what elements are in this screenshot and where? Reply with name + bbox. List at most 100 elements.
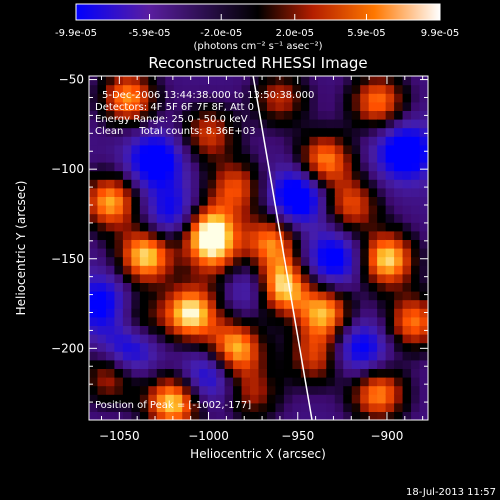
heatmap-cell bbox=[241, 342, 251, 352]
heatmap-cell bbox=[241, 299, 251, 309]
heatmap-cell bbox=[360, 342, 370, 352]
heatmap-cell bbox=[224, 359, 234, 369]
heatmap-cell bbox=[292, 359, 302, 369]
heatmap-cell bbox=[131, 377, 141, 387]
heatmap-cell bbox=[326, 308, 336, 318]
heatmap-cell bbox=[139, 265, 149, 275]
heatmap-cell bbox=[199, 402, 209, 412]
heatmap-cell bbox=[266, 308, 277, 318]
heatmap-cell bbox=[250, 187, 260, 197]
heatmap-cell bbox=[300, 127, 310, 137]
heatmap-cell bbox=[377, 368, 387, 378]
heatmap-cell bbox=[368, 136, 378, 146]
heatmap-cell bbox=[309, 170, 319, 180]
heatmap-cell bbox=[394, 291, 404, 301]
heatmap-cell bbox=[148, 334, 158, 344]
heatmap-cell bbox=[241, 136, 251, 146]
heatmap-cell bbox=[326, 213, 336, 223]
heatmap-cell bbox=[411, 342, 421, 352]
heatmap-cell bbox=[419, 101, 428, 111]
heatmap-cell bbox=[216, 411, 226, 420]
heatmap-cell bbox=[292, 402, 302, 412]
heatmap-cell bbox=[148, 351, 158, 361]
heatmap-cell bbox=[139, 170, 149, 180]
heatmap-cell bbox=[266, 368, 277, 378]
heatmap-cell bbox=[139, 308, 149, 318]
heatmap-cell bbox=[89, 136, 99, 146]
heatmap-cell bbox=[122, 205, 132, 215]
heatmap-cell bbox=[394, 359, 404, 369]
heatmap-cell bbox=[173, 368, 183, 378]
heatmap-cell bbox=[199, 110, 209, 120]
heatmap-cell bbox=[266, 291, 277, 301]
heatmap-cell bbox=[385, 222, 395, 232]
heatmap-cell bbox=[309, 84, 319, 94]
heatmap-cell bbox=[105, 368, 116, 378]
heatmap-cell bbox=[411, 230, 421, 240]
heatmap-cell bbox=[139, 273, 149, 283]
heatmap-cell bbox=[190, 196, 200, 206]
heatmap-cell bbox=[216, 119, 226, 129]
heatmap-cell bbox=[343, 187, 353, 197]
heatmap-cell bbox=[97, 93, 107, 103]
heatmap-cell bbox=[309, 368, 319, 378]
heatmap-cell bbox=[258, 377, 268, 387]
heatmap-cell bbox=[343, 402, 353, 412]
heatmap-cell bbox=[89, 282, 99, 292]
heatmap-cell bbox=[394, 256, 404, 266]
heatmap-cell bbox=[105, 93, 116, 103]
heatmap-cell bbox=[89, 316, 99, 326]
heatmap-cell bbox=[411, 308, 421, 318]
heatmap-cell bbox=[419, 196, 428, 206]
heatmap-cell bbox=[266, 239, 277, 249]
heatmap-cell bbox=[368, 162, 378, 172]
heatmap-cell bbox=[199, 299, 209, 309]
heatmap-cell bbox=[275, 179, 285, 189]
heatmap-cell bbox=[377, 308, 387, 318]
heatmap-cell bbox=[419, 230, 428, 240]
heatmap-cell bbox=[411, 273, 421, 283]
heatmap-cell bbox=[148, 402, 158, 412]
heatmap-cell bbox=[309, 394, 319, 404]
heatmap-cell bbox=[360, 265, 370, 275]
heatmap-cell bbox=[326, 394, 336, 404]
heatmap-cell bbox=[411, 84, 421, 94]
heatmap-cell bbox=[258, 359, 268, 369]
heatmap-cell bbox=[148, 76, 158, 86]
heatmap-cell bbox=[224, 213, 234, 223]
heatmap-cell bbox=[114, 402, 124, 412]
heatmap-cell bbox=[402, 144, 412, 154]
heatmap-cell bbox=[275, 282, 285, 292]
heatmap-cell bbox=[148, 342, 158, 352]
heatmap-cell bbox=[207, 351, 217, 361]
heatmap-cell bbox=[411, 385, 421, 395]
heatmap-cell bbox=[266, 119, 277, 129]
heatmap-cell bbox=[173, 76, 183, 86]
heatmap-cell bbox=[292, 334, 302, 344]
heatmap-cell bbox=[97, 230, 107, 240]
heatmap-cell bbox=[402, 84, 412, 94]
heatmap-cell bbox=[394, 342, 404, 352]
heatmap-cell bbox=[241, 153, 251, 163]
heatmap-cell bbox=[182, 282, 192, 292]
heatmap-cell bbox=[207, 377, 217, 387]
heatmap-cell bbox=[97, 213, 107, 223]
heatmap-cell bbox=[275, 136, 285, 146]
heatmap-cell bbox=[419, 308, 428, 318]
heatmap-cell bbox=[326, 162, 336, 172]
heatmap-cell bbox=[368, 110, 378, 120]
heatmap-cell bbox=[326, 359, 336, 369]
heatmap-cell bbox=[334, 299, 344, 309]
heatmap-cell bbox=[317, 230, 327, 240]
heatmap-cell bbox=[377, 213, 387, 223]
heatmap-cell bbox=[148, 179, 158, 189]
heatmap-cell bbox=[250, 179, 260, 189]
heatmap-cell bbox=[309, 222, 319, 232]
heatmap-cell bbox=[419, 394, 428, 404]
heatmap-cell bbox=[114, 265, 124, 275]
heatmap-cell bbox=[334, 84, 344, 94]
heatmap-cell bbox=[258, 402, 268, 412]
heatmap-cell bbox=[207, 325, 217, 335]
heatmap-cell bbox=[207, 222, 217, 232]
heatmap-cell bbox=[258, 394, 268, 404]
